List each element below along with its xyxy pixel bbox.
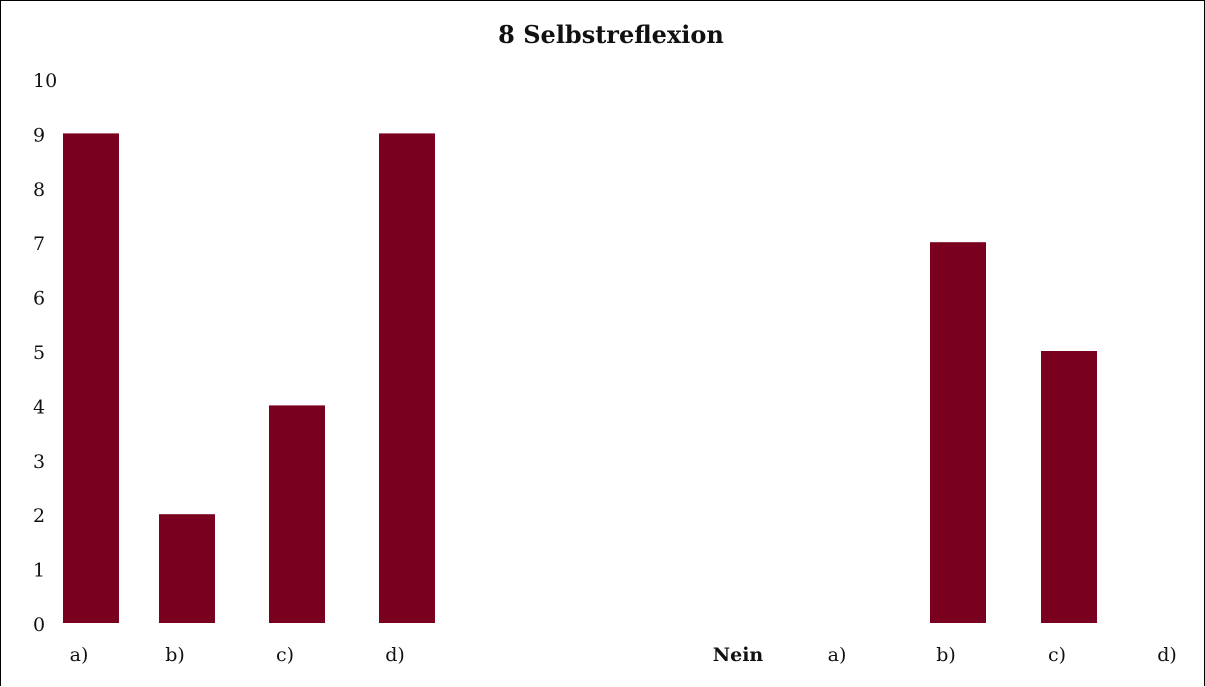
y-tick-label: 7 — [33, 233, 45, 255]
y-tick-label: 2 — [33, 505, 45, 527]
x-category-label: c) — [276, 644, 294, 666]
x-category-label: d) — [385, 644, 405, 666]
bar — [159, 514, 215, 623]
y-axis: 0 1 2 3 4 5 6 7 8 9 10 — [33, 70, 57, 636]
x-category-label: a) — [828, 644, 847, 666]
bar — [269, 405, 325, 623]
y-tick-label: 3 — [33, 451, 45, 473]
x-axis: a) b) c) d) Nein a) b) c) d) — [70, 644, 1177, 666]
y-tick-label: 6 — [33, 288, 45, 310]
y-tick-label: 1 — [33, 560, 45, 582]
x-category-label: c) — [1048, 644, 1066, 666]
y-tick-label: 5 — [33, 342, 45, 364]
y-tick-label: 9 — [33, 124, 45, 146]
y-tick-label: 10 — [33, 70, 57, 92]
chart-title: 8 Selbstreflexion — [498, 20, 724, 49]
x-category-label: b) — [936, 644, 956, 666]
bars — [63, 133, 1097, 623]
x-category-label: d) — [1157, 644, 1177, 666]
x-category-label: b) — [165, 644, 185, 666]
y-tick-label: 4 — [33, 396, 45, 418]
group-label: Nein — [713, 644, 764, 666]
bar — [379, 133, 435, 623]
x-category-label: a) — [70, 644, 89, 666]
y-tick-label: 0 — [33, 614, 45, 636]
bar — [930, 242, 986, 623]
bar — [1041, 351, 1097, 623]
y-tick-label: 8 — [33, 179, 45, 201]
bar — [63, 133, 119, 623]
